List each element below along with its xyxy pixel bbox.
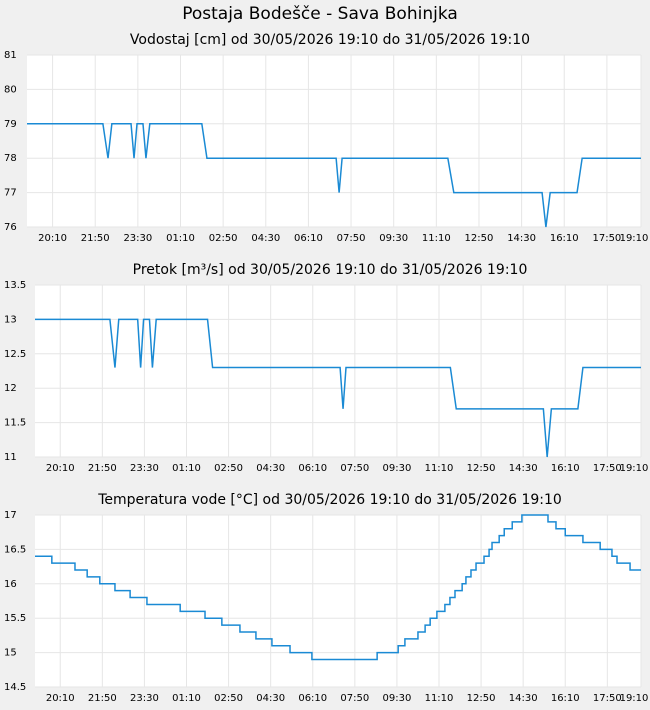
x-tick-label: 06:10 bbox=[298, 693, 327, 704]
y-tick-label: 12.5 bbox=[4, 349, 26, 360]
x-tick-label: 06:10 bbox=[298, 463, 327, 474]
x-tick-label: 12:50 bbox=[467, 693, 496, 704]
x-tick-label: 02:50 bbox=[214, 693, 243, 704]
x-tick-label: 12:50 bbox=[465, 233, 494, 244]
x-tick-label: 14:30 bbox=[509, 693, 538, 704]
x-tick-label: 01:10 bbox=[172, 463, 201, 474]
x-tick-label: 20:10 bbox=[46, 463, 75, 474]
x-tick-label: 06:10 bbox=[294, 233, 323, 244]
chart-title: Pretok [m³/s] od 30/05/2026 19:10 do 31/… bbox=[133, 262, 528, 278]
x-tick-label: 04:30 bbox=[251, 233, 280, 244]
x-tick-label: 11:10 bbox=[425, 693, 454, 704]
x-tick-label: 20:10 bbox=[46, 693, 75, 704]
data-line bbox=[27, 123, 641, 228]
x-tick-label: 17:50 bbox=[593, 693, 622, 704]
x-tick-label: 23:30 bbox=[123, 233, 152, 244]
y-tick-label: 12 bbox=[4, 383, 17, 394]
y-tick-label: 80 bbox=[4, 84, 17, 95]
x-tick-label: 16:10 bbox=[551, 693, 580, 704]
chart-title: Temperatura vode [°C] od 30/05/2026 19:1… bbox=[97, 492, 562, 508]
x-tick-label: 12:50 bbox=[467, 463, 496, 474]
y-tick-label: 78 bbox=[4, 153, 17, 164]
x-tick-label: 19:10 bbox=[620, 233, 649, 244]
x-tick-label: 23:30 bbox=[130, 693, 159, 704]
page-title: Postaja Bodešče - Sava Bohinjka bbox=[182, 4, 458, 24]
x-tick-label: 17:50 bbox=[592, 233, 621, 244]
y-tick-label: 76 bbox=[4, 222, 17, 233]
x-tick-label: 17:50 bbox=[593, 463, 622, 474]
x-tick-label: 09:30 bbox=[383, 693, 412, 704]
y-tick-label: 77 bbox=[4, 188, 17, 199]
x-tick-label: 02:50 bbox=[214, 463, 243, 474]
y-tick-label: 15.5 bbox=[4, 613, 26, 624]
x-tick-label: 04:30 bbox=[256, 463, 285, 474]
x-tick-label: 01:10 bbox=[166, 233, 195, 244]
x-tick-label: 11:10 bbox=[422, 233, 451, 244]
data-line bbox=[35, 318, 641, 458]
x-tick-label: 11:10 bbox=[425, 463, 454, 474]
y-tick-label: 16.5 bbox=[4, 544, 26, 555]
x-tick-label: 09:30 bbox=[379, 233, 408, 244]
x-tick-label: 07:50 bbox=[337, 233, 366, 244]
x-tick-label: 07:50 bbox=[340, 463, 369, 474]
x-tick-label: 09:30 bbox=[383, 463, 412, 474]
x-tick-label: 21:50 bbox=[88, 463, 117, 474]
x-tick-label: 14:30 bbox=[509, 463, 538, 474]
x-tick-label: 02:50 bbox=[209, 233, 238, 244]
y-tick-label: 15 bbox=[4, 648, 17, 659]
x-tick-label: 04:30 bbox=[256, 693, 285, 704]
y-tick-label: 13 bbox=[4, 314, 17, 325]
plot-area bbox=[35, 285, 641, 457]
x-tick-label: 14:30 bbox=[507, 233, 536, 244]
plot-area bbox=[35, 515, 641, 687]
y-tick-label: 13.5 bbox=[4, 280, 26, 291]
x-tick-label: 07:50 bbox=[340, 693, 369, 704]
x-tick-label: 21:50 bbox=[88, 693, 117, 704]
x-tick-label: 16:10 bbox=[550, 233, 579, 244]
x-tick-label: 01:10 bbox=[172, 693, 201, 704]
x-tick-label: 23:30 bbox=[130, 463, 159, 474]
plot-area bbox=[27, 55, 641, 227]
x-tick-label: 19:10 bbox=[620, 463, 649, 474]
data-line bbox=[35, 514, 641, 661]
chart-title: Vodostaj [cm] od 30/05/2026 19:10 do 31/… bbox=[130, 32, 530, 48]
y-tick-label: 11 bbox=[4, 452, 17, 463]
x-tick-label: 21:50 bbox=[81, 233, 110, 244]
y-tick-label: 79 bbox=[4, 119, 17, 130]
y-tick-label: 81 bbox=[4, 50, 17, 61]
x-tick-label: 20:10 bbox=[38, 233, 67, 244]
y-tick-label: 16 bbox=[4, 579, 17, 590]
x-tick-label: 16:10 bbox=[551, 463, 580, 474]
x-tick-label: 19:10 bbox=[620, 693, 649, 704]
y-tick-label: 11.5 bbox=[4, 418, 26, 429]
y-tick-label: 17 bbox=[4, 510, 17, 521]
y-tick-label: 14.5 bbox=[4, 682, 26, 693]
